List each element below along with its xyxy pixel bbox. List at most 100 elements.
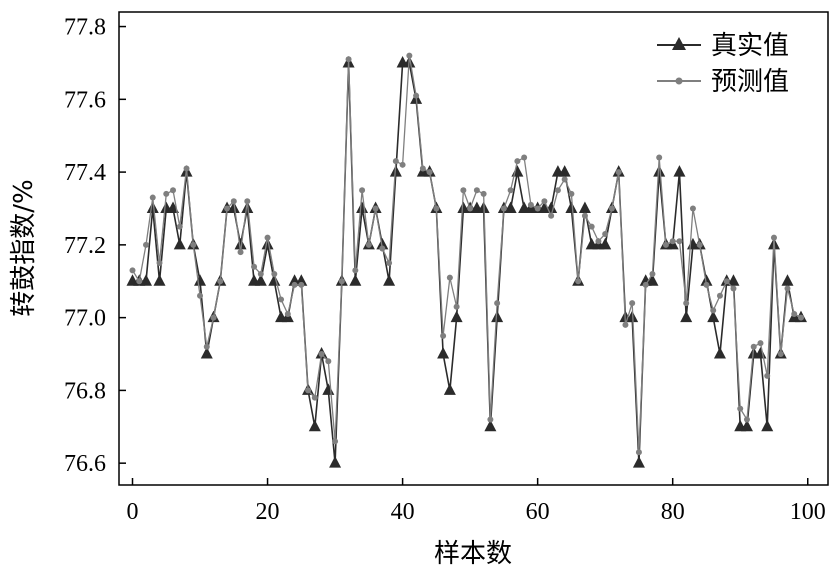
data-point-actual — [761, 419, 774, 432]
data-point-actual — [727, 274, 740, 286]
y-tick-label: 76.6 — [64, 451, 106, 477]
data-point-predicted — [149, 194, 156, 201]
data-point-predicted — [494, 300, 501, 307]
data-point-predicted — [183, 165, 190, 172]
data-point-predicted — [311, 394, 318, 401]
data-point-actual — [437, 347, 450, 359]
data-point-actual — [558, 165, 571, 177]
data-point-predicted — [291, 281, 298, 288]
data-point-predicted — [521, 154, 528, 161]
data-point-predicted — [460, 187, 467, 194]
plot-area-border — [118, 11, 829, 486]
x-tick-label: 60 — [526, 499, 550, 525]
plot-frame — [118, 11, 829, 486]
data-point-predicted — [629, 300, 636, 307]
data-point-predicted — [217, 278, 224, 285]
y-tick-label: 77.8 — [64, 15, 106, 41]
series-actual — [126, 55, 807, 468]
data-point-predicted — [554, 187, 561, 194]
data-point-actual — [511, 165, 524, 177]
data-point-actual — [329, 456, 342, 468]
x-tick-label: 100 — [790, 499, 826, 525]
data-point-actual — [781, 274, 794, 286]
data-point-predicted — [257, 270, 264, 277]
data-point-actual — [713, 347, 726, 359]
data-point-actual — [234, 237, 247, 250]
data-point-actual — [484, 419, 497, 432]
data-point-actual — [680, 310, 693, 323]
data-point-predicted — [608, 205, 615, 212]
data-point-actual — [673, 165, 686, 177]
data-point-predicted — [575, 278, 582, 285]
series-layer — [126, 52, 807, 468]
data-point-predicted — [635, 449, 642, 456]
data-point-predicted — [230, 198, 237, 205]
data-point-actual — [167, 201, 180, 213]
data-point-predicted — [615, 169, 622, 176]
data-point-predicted — [143, 241, 150, 248]
data-point-predicted — [406, 52, 413, 59]
data-point-predicted — [392, 158, 399, 165]
data-point-predicted — [136, 278, 143, 285]
data-point-predicted — [588, 223, 595, 230]
data-point-predicted — [244, 198, 251, 205]
data-point-predicted — [473, 187, 480, 194]
data-point-predicted — [271, 270, 278, 277]
data-point-actual — [599, 237, 612, 250]
data-point-predicted — [777, 351, 784, 358]
data-point-predicted — [379, 245, 386, 252]
data-point-predicted — [703, 281, 710, 288]
data-point-predicted — [210, 314, 217, 321]
y-tick-label: 77.0 — [64, 306, 106, 332]
data-point-predicted — [514, 158, 521, 165]
data-point-predicted — [683, 300, 690, 307]
y-axis-title: 转鼓指数/% — [9, 179, 39, 316]
data-point-predicted — [345, 56, 352, 63]
data-point-actual — [700, 274, 713, 286]
data-point-predicted — [413, 92, 420, 99]
data-point-predicted — [203, 343, 210, 350]
x-axis-title: 样本数 — [434, 539, 512, 569]
data-point-predicted — [487, 416, 494, 423]
data-point-predicted — [507, 187, 514, 194]
data-point-predicted — [797, 314, 804, 321]
data-point-predicted — [433, 205, 440, 212]
data-point-predicted — [190, 241, 197, 248]
data-point-predicted — [534, 205, 541, 212]
data-point-predicted — [737, 405, 744, 412]
data-point-predicted — [264, 234, 271, 241]
data-point-predicted — [197, 292, 204, 299]
data-point-predicted — [467, 205, 474, 212]
x-axis-ticks: 0 20 40 60 80 100 — [127, 478, 826, 525]
data-point-predicted — [480, 190, 487, 197]
data-point-predicted — [568, 190, 575, 197]
data-point-predicted — [656, 154, 663, 161]
data-point-predicted — [791, 310, 798, 317]
data-point-predicted — [365, 241, 372, 248]
data-point-predicted — [527, 201, 534, 208]
data-point-predicted — [710, 307, 717, 314]
data-point-actual — [261, 237, 274, 250]
data-point-actual — [740, 419, 753, 432]
data-point-predicted — [305, 387, 312, 394]
data-point-predicted — [163, 190, 170, 197]
data-point-predicted — [500, 205, 507, 212]
data-point-predicted — [662, 241, 669, 248]
data-point-predicted — [426, 169, 433, 176]
data-point-predicted — [696, 241, 703, 248]
data-point-predicted — [757, 340, 764, 347]
data-point-predicted — [338, 278, 345, 285]
y-tick-label: 76.8 — [64, 378, 106, 404]
series-line — [132, 62, 801, 464]
data-point-actual — [632, 456, 645, 468]
y-tick-label: 77.2 — [64, 233, 106, 259]
data-point-predicted — [176, 223, 183, 230]
data-point-predicted — [622, 321, 629, 328]
data-point-predicted — [318, 351, 325, 358]
data-point-predicted — [541, 198, 548, 205]
data-point-predicted — [440, 332, 447, 339]
data-point-predicted — [284, 310, 291, 317]
data-point-predicted — [676, 238, 683, 245]
data-point-predicted — [325, 358, 332, 365]
